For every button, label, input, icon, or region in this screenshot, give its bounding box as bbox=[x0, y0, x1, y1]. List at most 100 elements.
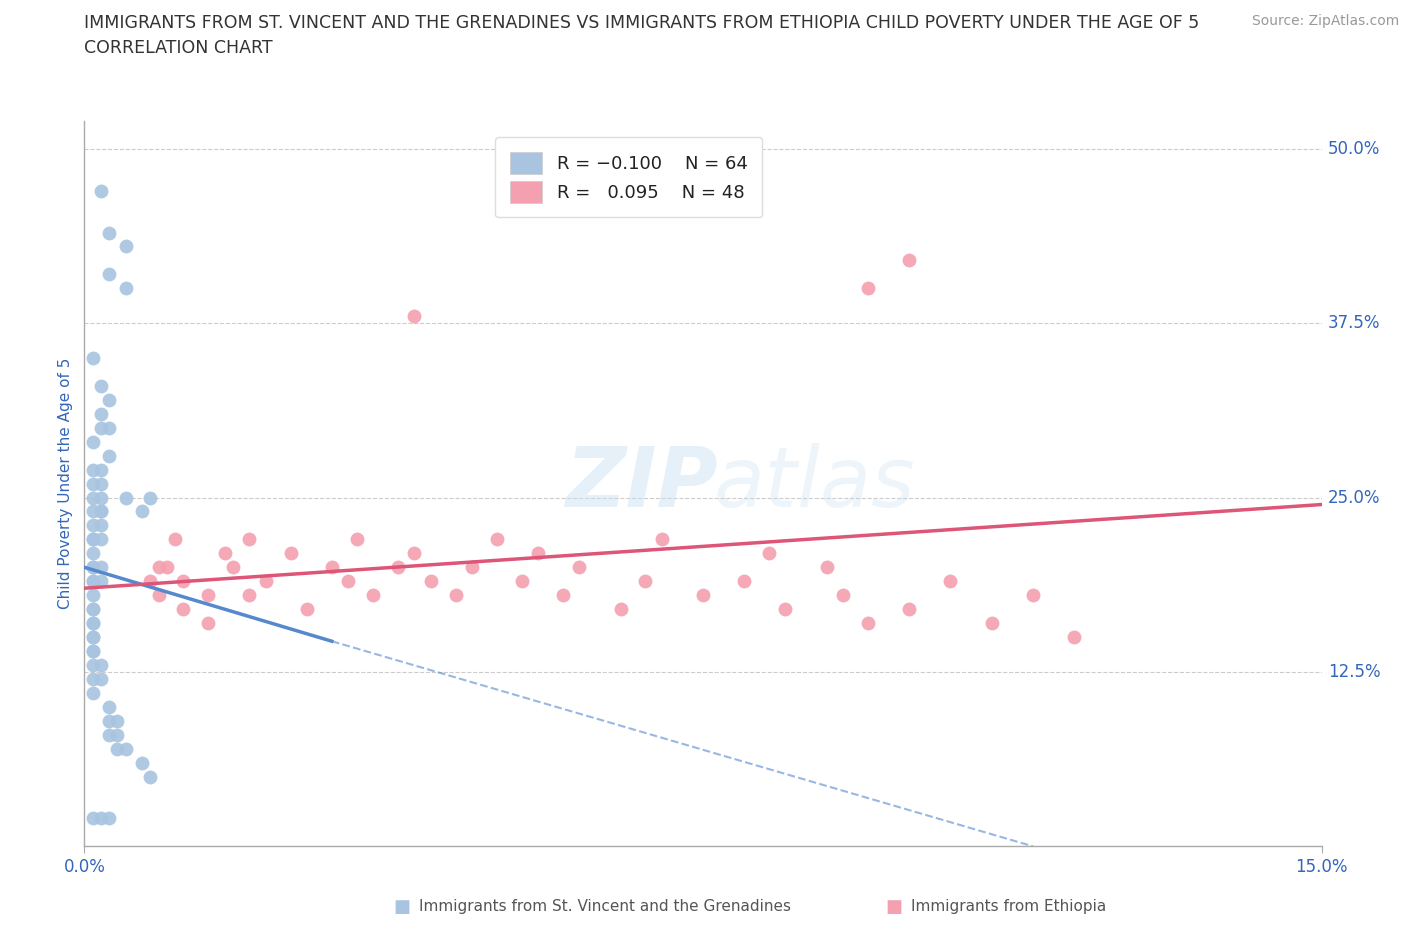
Text: ■: ■ bbox=[394, 897, 411, 916]
Point bbox=[90, 811, 112, 826]
Point bbox=[832, 588, 855, 603]
Point bbox=[82, 574, 104, 589]
Point bbox=[856, 616, 879, 631]
Point bbox=[90, 504, 112, 519]
Text: Immigrants from Ethiopia: Immigrants from Ethiopia bbox=[911, 899, 1107, 914]
Point bbox=[295, 602, 318, 617]
Point bbox=[634, 574, 657, 589]
Point bbox=[82, 532, 104, 547]
Text: IMMIGRANTS FROM ST. VINCENT AND THE GRENADINES VS IMMIGRANTS FROM ETHIOPIA CHILD: IMMIGRANTS FROM ST. VINCENT AND THE GREN… bbox=[84, 14, 1199, 32]
Point bbox=[758, 546, 780, 561]
Point bbox=[527, 546, 550, 561]
Point bbox=[90, 462, 112, 477]
Point bbox=[82, 546, 104, 561]
Point bbox=[90, 560, 112, 575]
Point bbox=[98, 811, 121, 826]
Point bbox=[346, 532, 368, 547]
Point bbox=[82, 560, 104, 575]
Point bbox=[90, 379, 112, 393]
Point bbox=[82, 602, 104, 617]
Point bbox=[980, 616, 1002, 631]
Point bbox=[90, 490, 112, 505]
Point bbox=[98, 448, 121, 463]
Point bbox=[82, 560, 104, 575]
Point bbox=[105, 741, 128, 756]
Point bbox=[90, 476, 112, 491]
Point bbox=[551, 588, 574, 603]
Point bbox=[98, 727, 121, 742]
Point bbox=[82, 630, 104, 644]
Point bbox=[197, 616, 219, 631]
Point bbox=[156, 560, 179, 575]
Point bbox=[1063, 630, 1085, 644]
Point bbox=[114, 490, 136, 505]
Point bbox=[485, 532, 508, 547]
Point bbox=[82, 658, 104, 672]
Point bbox=[444, 588, 467, 603]
Point bbox=[172, 602, 194, 617]
Point bbox=[90, 420, 112, 435]
Point bbox=[114, 741, 136, 756]
Point bbox=[82, 588, 104, 603]
Point bbox=[510, 574, 533, 589]
Text: Immigrants from St. Vincent and the Grenadines: Immigrants from St. Vincent and the Gren… bbox=[419, 899, 792, 914]
Point bbox=[939, 574, 962, 589]
Point bbox=[165, 532, 187, 547]
Point bbox=[98, 267, 121, 282]
Point bbox=[90, 658, 112, 672]
Point bbox=[775, 602, 797, 617]
Point bbox=[82, 574, 104, 589]
Point bbox=[82, 490, 104, 505]
Text: Source: ZipAtlas.com: Source: ZipAtlas.com bbox=[1251, 14, 1399, 28]
Point bbox=[461, 560, 484, 575]
Point bbox=[568, 560, 591, 575]
Point bbox=[254, 574, 277, 589]
Point bbox=[222, 560, 245, 575]
Point bbox=[82, 616, 104, 631]
Point bbox=[114, 281, 136, 296]
Point bbox=[82, 811, 104, 826]
Point bbox=[82, 644, 104, 658]
Text: 37.5%: 37.5% bbox=[1327, 314, 1381, 332]
Text: CORRELATION CHART: CORRELATION CHART bbox=[84, 39, 273, 57]
Point bbox=[90, 518, 112, 533]
Point bbox=[815, 560, 838, 575]
Point bbox=[82, 671, 104, 686]
Point bbox=[82, 685, 104, 700]
Point bbox=[321, 560, 343, 575]
Point bbox=[82, 616, 104, 631]
Point bbox=[280, 546, 302, 561]
Point bbox=[172, 574, 194, 589]
Point bbox=[98, 699, 121, 714]
Point bbox=[82, 644, 104, 658]
Text: 25.0%: 25.0% bbox=[1327, 488, 1381, 507]
Point bbox=[139, 769, 162, 784]
Point bbox=[90, 504, 112, 519]
Point bbox=[98, 420, 121, 435]
Point bbox=[90, 574, 112, 589]
Point bbox=[404, 546, 426, 561]
Point bbox=[733, 574, 755, 589]
Point bbox=[404, 309, 426, 324]
Text: 12.5%: 12.5% bbox=[1327, 663, 1381, 681]
Point bbox=[361, 588, 384, 603]
Point bbox=[98, 225, 121, 240]
Point bbox=[90, 183, 112, 198]
Point bbox=[419, 574, 441, 589]
Point bbox=[90, 671, 112, 686]
Point bbox=[105, 727, 128, 742]
Point bbox=[82, 434, 104, 449]
Point bbox=[197, 588, 219, 603]
Text: 50.0%: 50.0% bbox=[1327, 140, 1381, 158]
Text: atlas: atlas bbox=[713, 443, 915, 525]
Point bbox=[651, 532, 673, 547]
Y-axis label: Child Poverty Under the Age of 5: Child Poverty Under the Age of 5 bbox=[58, 358, 73, 609]
Point bbox=[114, 239, 136, 254]
Point bbox=[609, 602, 631, 617]
Text: ZIP: ZIP bbox=[565, 443, 717, 525]
Point bbox=[214, 546, 236, 561]
Point bbox=[139, 574, 162, 589]
Point bbox=[90, 532, 112, 547]
Point bbox=[82, 630, 104, 644]
Point bbox=[105, 713, 128, 728]
